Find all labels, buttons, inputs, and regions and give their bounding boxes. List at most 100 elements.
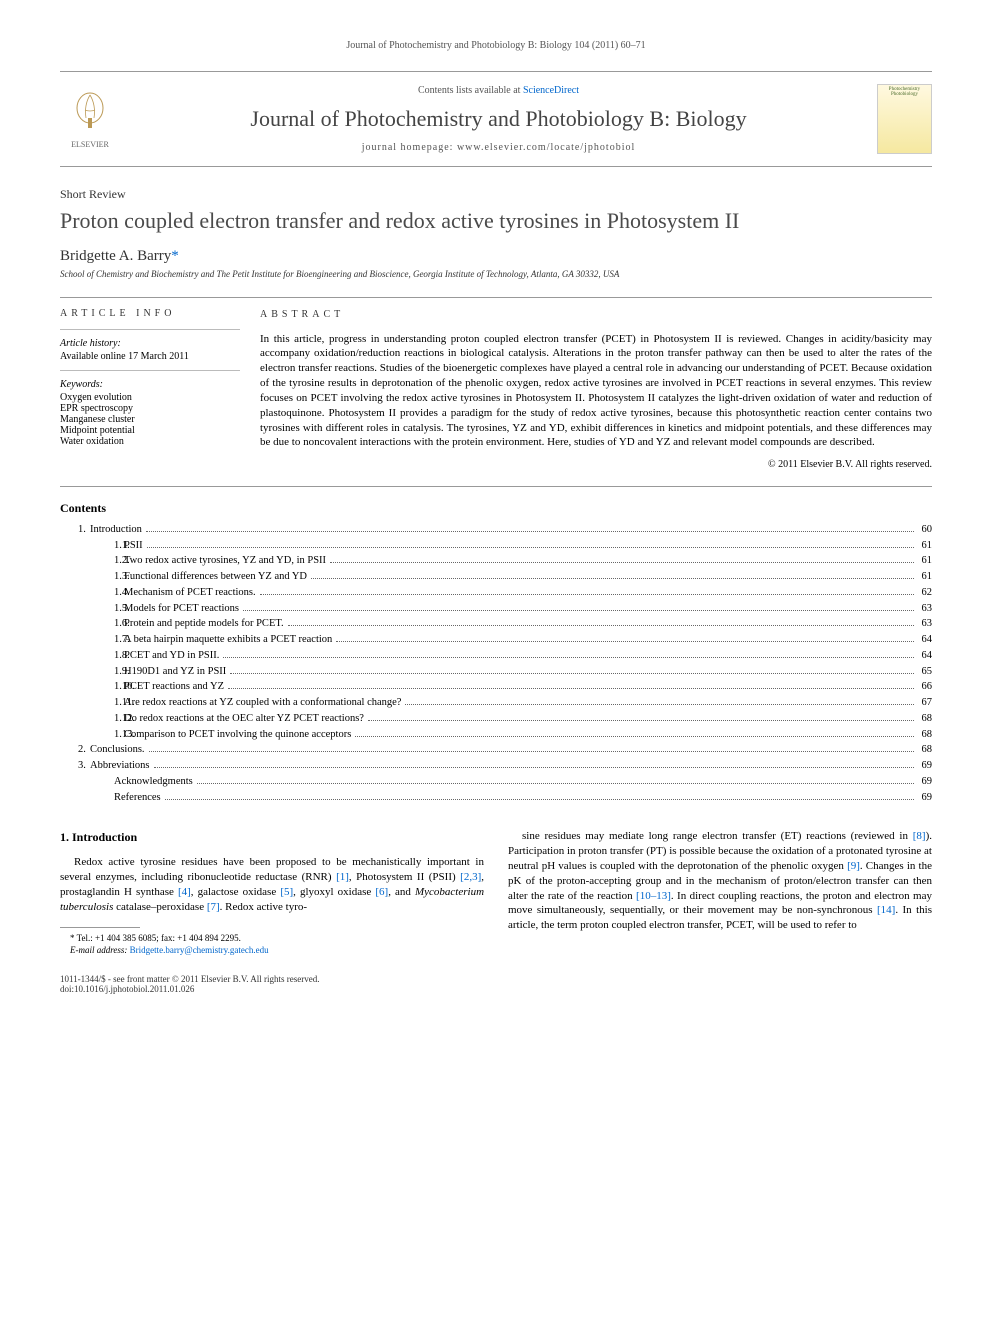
article-type: Short Review [60, 187, 932, 202]
footer-front-matter: 1011-1344/$ - see front matter © 2011 El… [60, 974, 932, 984]
toc-page: 68 [922, 727, 933, 743]
toc-label: PSII [124, 538, 143, 554]
contents-text: Contents lists available at [418, 85, 523, 96]
toc-leader-dots [149, 751, 914, 752]
toc-number: 1.11. [60, 695, 114, 711]
contents-available: Contents lists available at ScienceDirec… [120, 85, 877, 96]
toc-leader-dots [311, 578, 913, 579]
toc-number: 1.8. [60, 648, 114, 664]
contents-heading: Contents [60, 501, 932, 516]
toc-row[interactable]: 1.13. Comparison to PCET involving the qu… [60, 727, 932, 743]
toc-row[interactable]: 1.9.H190D1 and YZ in PSII65 [60, 664, 932, 680]
toc-row[interactable]: 1.11.Are redox reactions at YZ coupled w… [60, 695, 932, 711]
toc-leader-dots [260, 594, 914, 595]
toc-label: Protein and peptide models for PCET. [124, 616, 284, 632]
toc-label: Do redox reactions at the OEC alter YZ P… [124, 711, 364, 727]
toc-label: Mechanism of PCET reactions. [124, 585, 256, 601]
citation-ref[interactable]: [6] [375, 886, 388, 898]
species-name: Mycobacterium tuberculosis [60, 886, 484, 913]
toc-row[interactable]: 1.3. Functional differences between YZ an… [60, 569, 932, 585]
body-columns: 1. Introduction Redox active tyrosine re… [60, 829, 932, 956]
keyword: Manganese cluster [60, 414, 240, 425]
toc-row[interactable]: 1.10.PCET reactions and YZ66 [60, 679, 932, 695]
citation-ref[interactable]: [10–13] [636, 890, 671, 902]
toc-row[interactable]: 1.6. Protein and peptide models for PCET.… [60, 616, 932, 632]
abstract-copyright: © 2011 Elsevier B.V. All rights reserved… [260, 458, 932, 472]
elsevier-tree-icon [70, 90, 110, 138]
citation-ref[interactable]: [7] [207, 901, 220, 913]
abstract-heading: ABSTRACT [260, 308, 932, 322]
toc-row[interactable]: 1.5.Models for PCET reactions63 [60, 601, 932, 617]
keywords-label: Keywords: [60, 379, 240, 390]
toc-page: 63 [922, 616, 933, 632]
toc-leader-dots [197, 783, 914, 784]
article-info-panel: ARTICLE INFO Article history: Available … [60, 308, 260, 472]
page-footer: 1011-1344/$ - see front matter © 2011 El… [60, 974, 932, 994]
toc-leader-dots [336, 641, 913, 642]
toc-page: 69 [922, 790, 933, 806]
toc-label: Two redox active tyrosines, YZ and YD, i… [124, 553, 326, 569]
toc-page: 64 [922, 648, 933, 664]
toc-label: H190D1 and YZ in PSII [124, 664, 226, 680]
article-info-heading: ARTICLE INFO [60, 308, 240, 319]
toc-page: 62 [922, 585, 933, 601]
toc-row[interactable]: 3.Abbreviations69 [60, 758, 932, 774]
body-col-right: sine residues may mediate long range ele… [508, 829, 932, 956]
toc-number: 1.6. [60, 616, 114, 632]
keyword: Water oxidation [60, 436, 240, 447]
toc-number: 1.13. [60, 727, 114, 743]
affiliation: School of Chemistry and Biochemistry and… [60, 269, 932, 279]
toc-number: 1.5. [60, 601, 114, 617]
toc-row[interactable]: 1.12.Do redox reactions at the OEC alter… [60, 711, 932, 727]
publisher-name: ELSEVIER [71, 140, 109, 149]
sciencedirect-link[interactable]: ScienceDirect [523, 85, 579, 96]
toc-page: 64 [922, 632, 933, 648]
toc-page: 68 [922, 742, 933, 758]
toc-label: Abbreviations [90, 758, 150, 774]
toc-leader-dots [154, 767, 914, 768]
abstract-panel: ABSTRACT In this article, progress in un… [260, 308, 932, 472]
footnote-tel: * Tel.: +1 404 385 6085; fax: +1 404 894… [60, 932, 484, 944]
toc-leader-dots [146, 531, 914, 532]
toc-label: Comparison to PCET involving the quinone… [124, 727, 351, 743]
intro-para-right: sine residues may mediate long range ele… [508, 829, 932, 933]
abstract-text: In this article, progress in understandi… [260, 332, 932, 451]
journal-header-box: ELSEVIER Contents lists available at Sci… [60, 71, 932, 167]
journal-cover-thumbnail: Photochemistry Photobiology [877, 84, 932, 154]
toc-row[interactable]: 1.2.Two redox active tyrosines, YZ and Y… [60, 553, 932, 569]
homepage-url[interactable]: www.elsevier.com/locate/jphotobiol [457, 142, 635, 153]
citation-ref[interactable]: [14] [877, 904, 895, 916]
cover-text: Photochemistry Photobiology [880, 87, 929, 97]
running-header: Journal of Photochemistry and Photobiolo… [60, 40, 932, 51]
toc-number: 1.3. [60, 569, 114, 585]
toc-row[interactable]: References69 [60, 790, 932, 806]
citation-ref[interactable]: [4] [178, 886, 191, 898]
citation-ref[interactable]: [5] [280, 886, 293, 898]
citation-ref[interactable]: [8] [913, 830, 926, 842]
toc-row[interactable]: 1.1.PSII61 [60, 538, 932, 554]
toc-number: 1. [60, 522, 80, 538]
keywords-list: Oxygen evolutionEPR spectroscopyManganes… [60, 392, 240, 447]
keyword: EPR spectroscopy [60, 403, 240, 414]
body-col-left: 1. Introduction Redox active tyrosine re… [60, 829, 484, 956]
toc-label: Functional differences between YZ and YD [124, 569, 307, 585]
toc-page: 61 [922, 569, 933, 585]
toc-row[interactable]: 1.Introduction60 [60, 522, 932, 538]
footnote-email: E-mail address: Bridgette.barry@chemistr… [60, 944, 484, 956]
table-of-contents: 1.Introduction601.1.PSII611.2.Two redox … [60, 522, 932, 806]
citation-ref[interactable]: [1] [336, 871, 349, 883]
toc-row[interactable]: 1.8.PCET and YD in PSII.64 [60, 648, 932, 664]
email-link[interactable]: Bridgette.barry@chemistry.gatech.edu [130, 945, 269, 955]
toc-row[interactable]: 1.4.Mechanism of PCET reactions.62 [60, 585, 932, 601]
citation-ref[interactable]: [9] [847, 860, 860, 872]
citation-ref[interactable]: [2,3] [460, 871, 481, 883]
publisher-logo: ELSEVIER [60, 84, 120, 154]
toc-row[interactable]: 1.7.A beta hairpin maquette exhibits a P… [60, 632, 932, 648]
toc-number: 1.10. [60, 679, 114, 695]
toc-number: 1.7. [60, 632, 114, 648]
toc-label: Acknowledgments [114, 774, 193, 790]
toc-row[interactable]: 2.Conclusions.68 [60, 742, 932, 758]
email-label: E-mail address: [70, 945, 130, 955]
toc-row[interactable]: Acknowledgments69 [60, 774, 932, 790]
toc-leader-dots [165, 799, 914, 800]
